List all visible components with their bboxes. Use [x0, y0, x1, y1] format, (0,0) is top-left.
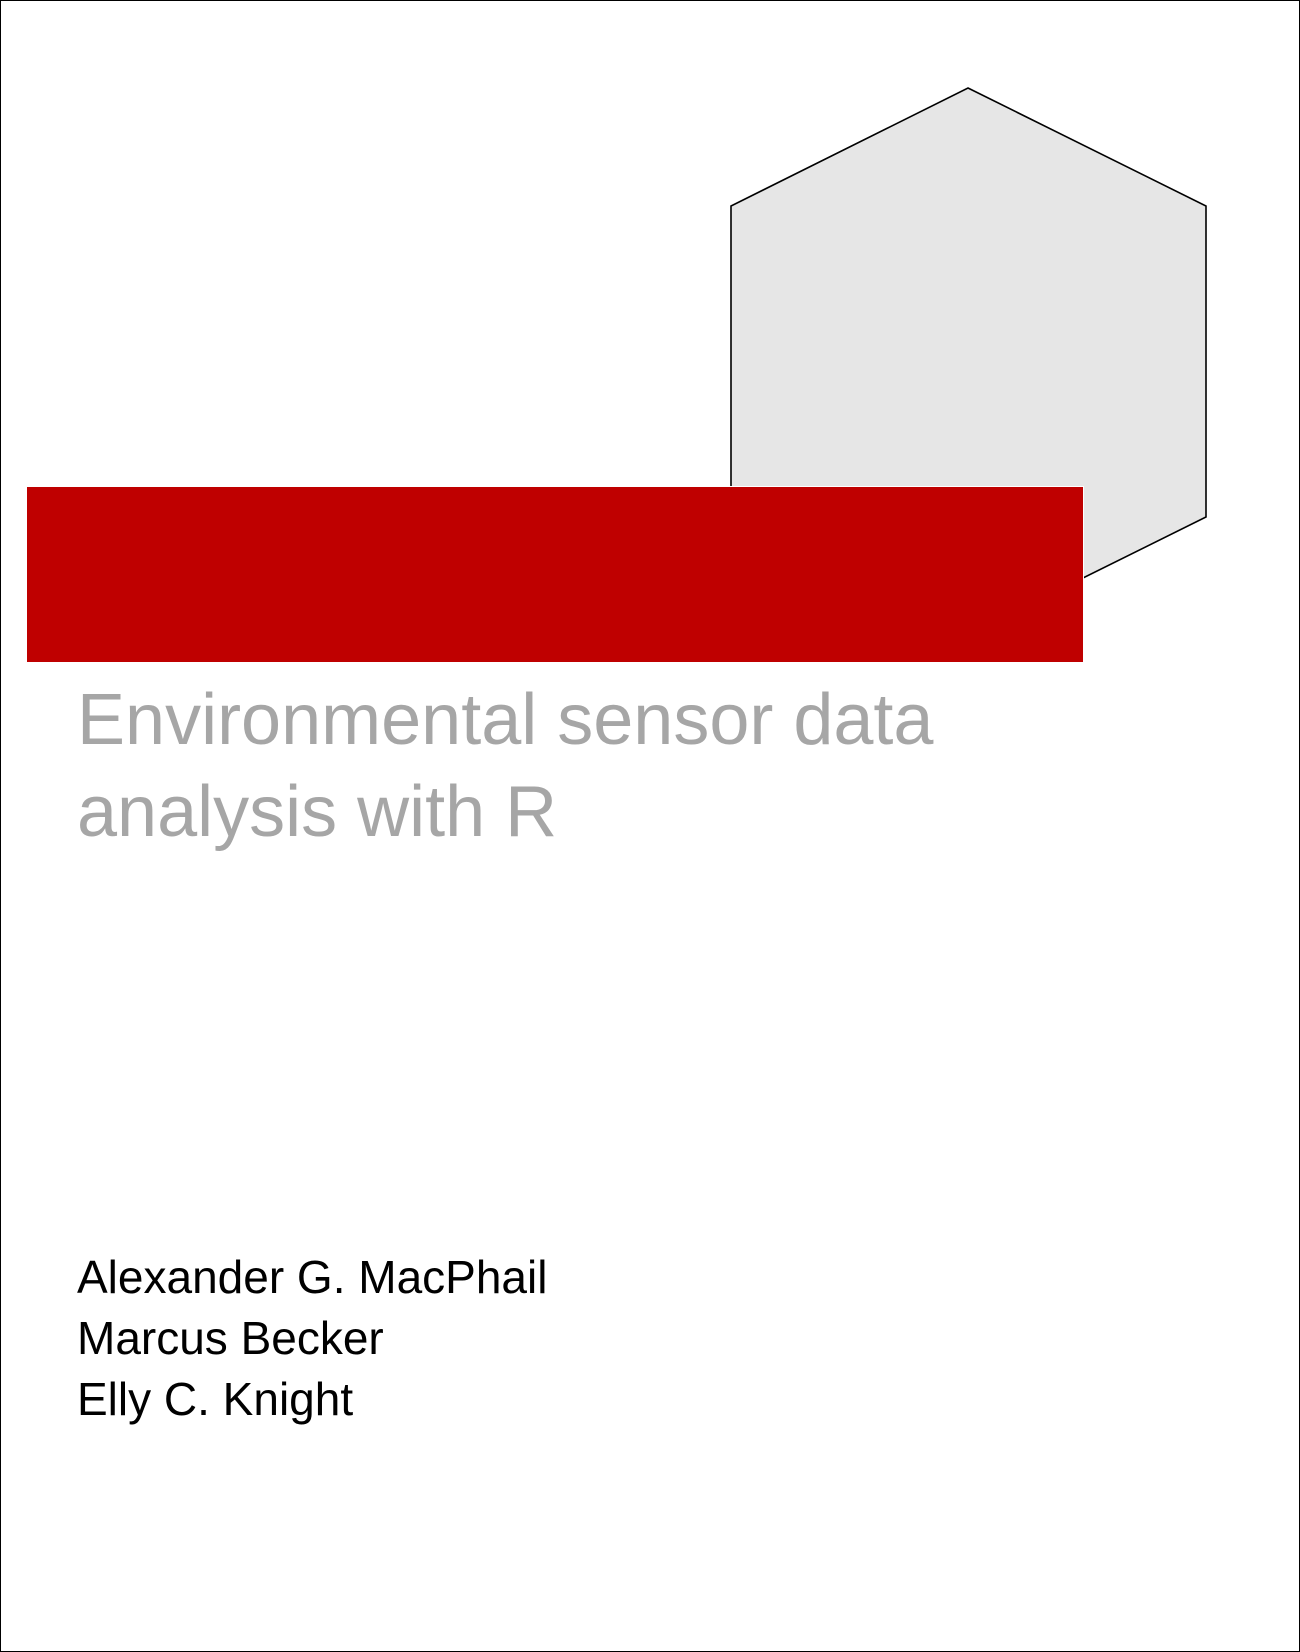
author-name: Elly C. Knight	[77, 1373, 354, 1425]
author-list: Alexander G. MacPhail Marcus Becker Elly…	[77, 1247, 547, 1430]
author-name: Alexander G. MacPhail	[77, 1251, 548, 1303]
book-title: Environmental sensor data analysis with …	[77, 674, 1177, 858]
title-line-1: Environmental sensor data	[77, 680, 934, 760]
red-title-banner	[26, 486, 1084, 663]
author-name: Marcus Becker	[77, 1312, 384, 1364]
title-line-2: analysis with R	[77, 772, 558, 852]
